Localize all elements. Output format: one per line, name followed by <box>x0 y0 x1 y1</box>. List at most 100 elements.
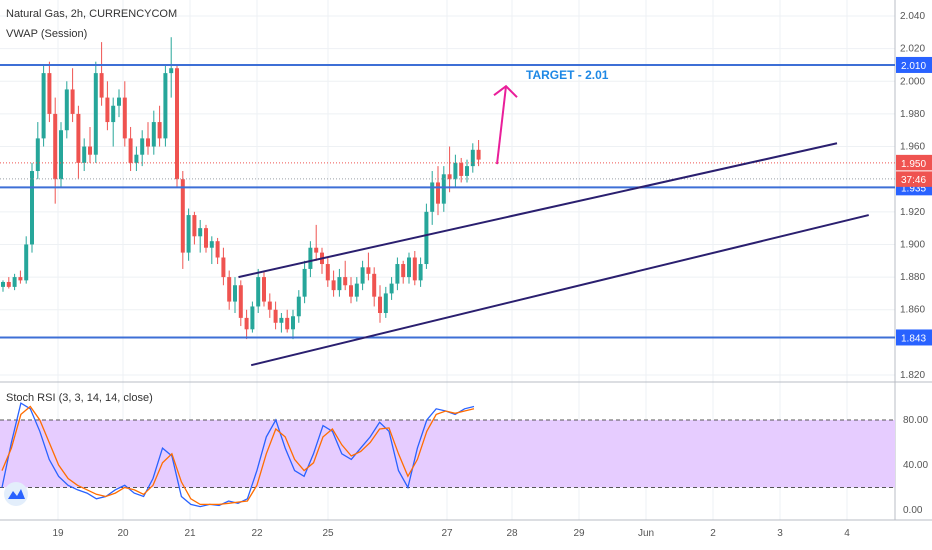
candle-body <box>146 138 150 147</box>
candle <box>366 252 371 281</box>
candle <box>320 247 324 274</box>
candle <box>407 252 411 284</box>
candle-body <box>30 171 34 245</box>
candle-body <box>99 73 104 98</box>
candle <box>395 257 400 291</box>
candle-body <box>441 174 446 204</box>
price-axis-tick: 1.960 <box>900 142 925 153</box>
candle <box>186 208 191 261</box>
price-axis-tick: 2.040 <box>900 11 925 22</box>
candle-body <box>169 68 174 74</box>
candle-body <box>24 244 29 281</box>
candle <box>459 157 464 183</box>
candle-body <box>256 277 261 307</box>
candle-body <box>343 277 348 286</box>
candle-body <box>453 162 458 180</box>
candle <box>180 171 185 269</box>
candle <box>53 97 58 204</box>
candle <box>198 219 203 253</box>
level-tag-bg <box>896 329 932 346</box>
time-axis-tick: 28 <box>506 528 518 539</box>
candle <box>1 280 5 292</box>
time-axis-tick: 20 <box>117 528 129 539</box>
vwap-indicator-label: VWAP (Session) <box>6 28 88 40</box>
candle <box>204 224 208 253</box>
candle-body <box>59 130 63 180</box>
candle-body <box>314 247 319 253</box>
candle-body <box>198 228 203 237</box>
osc-axis-tick: 0.00 <box>903 505 923 516</box>
candle-body <box>93 73 98 155</box>
price-axis-tick: 1.860 <box>900 305 925 316</box>
candle <box>267 293 272 318</box>
candle <box>227 270 232 310</box>
candle <box>308 241 313 278</box>
candle <box>209 236 214 265</box>
candle <box>221 247 226 286</box>
candle-body <box>1 281 5 287</box>
candle-body <box>302 268 307 297</box>
candle-body <box>285 317 290 330</box>
candle <box>157 105 162 147</box>
candle <box>256 268 261 313</box>
candle <box>59 122 63 188</box>
stoch-band <box>0 420 895 488</box>
candle <box>436 166 440 216</box>
candle-body <box>383 293 388 313</box>
candle <box>111 97 116 147</box>
channel-upper-line <box>238 142 838 279</box>
time-axis-tick: 19 <box>52 528 64 539</box>
time-axis-tick: 3 <box>777 528 783 539</box>
candle-body <box>175 68 179 180</box>
candle <box>360 260 365 291</box>
candle <box>349 277 353 304</box>
candle <box>82 138 87 172</box>
channel-lower-line <box>250 214 869 367</box>
candle-body <box>459 162 464 176</box>
candle-body <box>76 113 81 163</box>
candle <box>465 159 469 183</box>
candles <box>1 37 481 340</box>
price-axis-tick: 2.020 <box>900 44 925 55</box>
candle <box>175 64 179 188</box>
price-axis-tick: 1.900 <box>900 239 925 250</box>
candle-body <box>140 138 145 155</box>
tradingview-logo-icon[interactable] <box>4 482 28 506</box>
candle-body <box>70 89 75 114</box>
candle-body <box>192 215 197 237</box>
level-tag-text: 1.935 <box>901 183 926 194</box>
price-axis-tick: 1.820 <box>900 370 925 381</box>
candle <box>441 166 446 212</box>
candle <box>99 42 104 106</box>
stoch-d-line <box>1 405 475 506</box>
candle <box>424 203 429 269</box>
candle-body <box>53 113 58 180</box>
candle-body <box>262 277 266 302</box>
osc-axis-tick: 40.00 <box>903 460 928 471</box>
last-price-tag: 1.950 37:46 <box>896 154 932 187</box>
candle-body <box>117 97 121 106</box>
candle <box>128 126 133 172</box>
candle-body <box>360 267 365 284</box>
candle-body <box>209 241 214 248</box>
candle-body <box>412 257 417 281</box>
candle <box>169 37 174 98</box>
candle <box>383 286 388 318</box>
candle <box>146 122 150 155</box>
candle-body <box>267 301 272 310</box>
candle-body <box>244 317 249 330</box>
time-axis-tick: 2 <box>710 528 716 539</box>
candle-body <box>151 122 156 147</box>
candle <box>35 122 40 180</box>
time-axis-tick: 22 <box>251 528 263 539</box>
candle <box>378 285 382 323</box>
candle-body <box>12 277 17 287</box>
price-axis-tick: 2.000 <box>900 76 925 87</box>
candle-body <box>308 247 313 269</box>
time-axis-tick: Jun <box>638 528 654 539</box>
candle-body <box>35 138 40 172</box>
target-label: TARGET - 2.01 <box>526 68 609 82</box>
stoch-k-line <box>1 402 475 508</box>
